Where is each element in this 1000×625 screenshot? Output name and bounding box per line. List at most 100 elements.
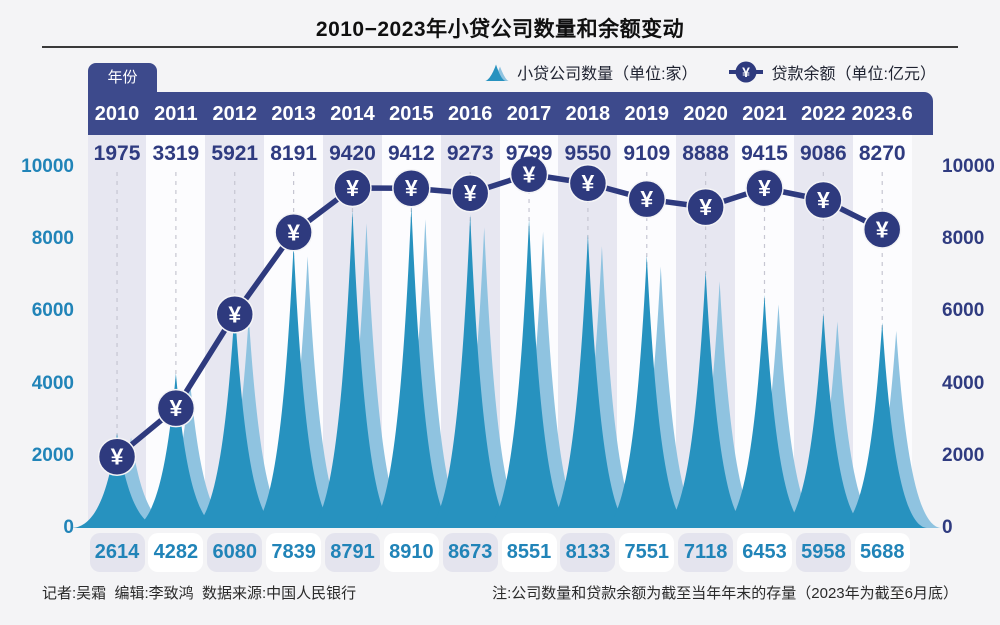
- right-axis-tick: 8000: [942, 228, 985, 250]
- company-count-value: 6453: [736, 533, 792, 572]
- count-spike-dark: [366, 206, 457, 528]
- loan-balance-value: 9550: [564, 142, 612, 165]
- credits: 记者:吴霜 编辑:李致鸿 数据来源:中国人民银行: [42, 585, 357, 602]
- yen-marker-icon: ¥: [287, 219, 300, 245]
- year-label: 2018: [565, 103, 611, 125]
- balance-marker: [392, 168, 431, 208]
- year-label: 2014: [330, 103, 375, 125]
- loan-balance-value: 9415: [741, 142, 788, 165]
- yen-marker-icon: ¥: [169, 395, 182, 421]
- company-count-value: 5958: [795, 533, 851, 572]
- balance-marker: [97, 437, 137, 476]
- left-axis-tick: 2000: [31, 444, 74, 466]
- count-spike-light: [262, 256, 353, 528]
- balance-marker: [804, 180, 843, 220]
- count-spike-dark: [719, 295, 810, 528]
- balance-marker: [509, 155, 549, 194]
- spike-triangle-icon: [485, 64, 510, 81]
- yen-marker-icon: ¥: [582, 170, 595, 196]
- count-spike-dark: [248, 245, 339, 529]
- year-header-band: [88, 92, 933, 135]
- count-spike-dark: [542, 234, 633, 529]
- yen-marker-icon: ¥: [523, 161, 536, 187]
- loan-balance-value: 8888: [682, 142, 729, 165]
- yen-marker-icon: ¥: [405, 175, 418, 201]
- right-axis-tick: 4000: [942, 372, 985, 394]
- loan-balance-value: 8191: [270, 142, 317, 165]
- count-spike-light: [498, 231, 589, 528]
- company-count-value: 8910: [383, 533, 439, 572]
- company-count-value: 8133: [560, 533, 616, 572]
- year-label: 2013: [271, 103, 316, 125]
- legend-item-company-count: 小贷公司数量（单位:家）: [485, 60, 698, 84]
- balance-marker: [333, 168, 372, 208]
- yen-marker-icon: ¥: [228, 301, 241, 327]
- loan-balance-value: 9799: [505, 142, 553, 165]
- balance-marker: [215, 295, 254, 334]
- balance-marker: [627, 179, 667, 219]
- company-count-value: 8673: [442, 533, 498, 572]
- loan-balance-value: 9109: [623, 142, 671, 165]
- title-divider: [42, 46, 958, 48]
- year-label: 2021: [742, 103, 787, 125]
- right-axis-tick: 10000: [942, 156, 995, 177]
- legend: 小贷公司数量（单位:家） ¥ 贷款余额（单位:亿元）: [485, 60, 936, 84]
- legend-item-loan-balance: ¥ 贷款余额（单位:亿元）: [728, 60, 936, 84]
- count-spike-dark: [660, 271, 751, 528]
- loan-balance-value: 9412: [387, 142, 435, 165]
- count-spike-light: [733, 304, 824, 528]
- company-count-value: 8791: [324, 533, 380, 572]
- yen-marker-icon: ¥: [464, 180, 477, 206]
- balance-marker: [745, 168, 784, 208]
- count-spike-dark: [189, 308, 280, 528]
- company-count-value: 2614: [89, 533, 145, 572]
- count-spike-dark: [601, 255, 692, 528]
- year-label: 2010: [94, 103, 140, 125]
- company-count-value: 7118: [678, 533, 734, 572]
- left-axis-tick: 10000: [21, 156, 74, 177]
- count-spike-dark: [778, 312, 869, 528]
- left-axis-tick: 4000: [31, 372, 74, 394]
- note: 注:公司数量和贷款余额为截至当年年末的存量（2023年为截至6月底）: [492, 585, 958, 602]
- left-axis-tick: 8000: [31, 228, 74, 250]
- count-spike-dark: [484, 219, 575, 528]
- right-axis-tick: 6000: [942, 300, 985, 322]
- year-label: 2017: [506, 103, 552, 125]
- balance-marker: [568, 163, 608, 203]
- company-count-value: 6080: [207, 533, 263, 572]
- count-spike-light: [674, 281, 765, 528]
- yen-marker-icon: ¥: [758, 175, 771, 201]
- count-spike-light: [144, 379, 235, 528]
- count-spike-light: [439, 227, 530, 528]
- count-spike-dark: [72, 433, 163, 528]
- year-label: 2020: [683, 103, 728, 125]
- count-spike-light: [792, 321, 883, 528]
- year-label: 2022: [801, 103, 846, 125]
- balance-marker: [686, 187, 725, 227]
- loan-balance-value: 5921: [211, 142, 259, 165]
- page-title: 2010−2023年小贷公司数量和余额变动: [315, 18, 685, 41]
- company-count-value: 8551: [501, 533, 557, 572]
- year-axis-tab: 年份: [88, 63, 157, 92]
- yen-marker-icon: ¥: [640, 186, 653, 212]
- count-spike-light: [203, 317, 294, 528]
- count-spike-light: [86, 437, 177, 528]
- count-spike-dark: [425, 214, 516, 528]
- yen-marker-icon: ¥: [876, 216, 889, 242]
- right-axis-tick: 2000: [942, 444, 985, 466]
- yen-marker-icon: ¥: [111, 444, 124, 470]
- company-count-value: 5688: [854, 533, 910, 572]
- yen-circle-icon: ¥: [728, 61, 763, 83]
- balance-marker: [274, 213, 313, 252]
- count-spike-light: [321, 223, 412, 528]
- balance-marker: [450, 173, 490, 213]
- balance-marker: [862, 210, 902, 249]
- right-axis-tick: 0: [942, 517, 953, 538]
- legend-loan-balance-label: 贷款余额（单位:亿元）: [771, 66, 936, 83]
- balance-marker: [156, 388, 196, 428]
- loan-balance-value: 9086: [799, 142, 847, 165]
- svg-text:¥: ¥: [742, 64, 750, 80]
- company-count-value: 7839: [266, 533, 322, 572]
- loan-balance-value: 3319: [152, 142, 200, 165]
- count-spike-light: [851, 330, 942, 528]
